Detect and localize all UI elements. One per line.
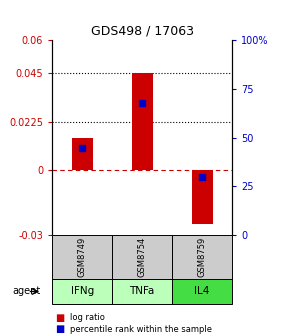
Text: log ratio: log ratio <box>70 313 104 322</box>
Text: ■: ■ <box>55 312 64 323</box>
Text: GSM8759: GSM8759 <box>197 237 206 277</box>
Bar <box>192 170 213 224</box>
Text: ■: ■ <box>55 324 64 334</box>
Text: percentile rank within the sample: percentile rank within the sample <box>70 325 212 334</box>
Text: GSM8749: GSM8749 <box>78 237 87 277</box>
Text: IFNg: IFNg <box>70 287 94 296</box>
Text: TNFa: TNFa <box>129 287 155 296</box>
Text: agent: agent <box>12 287 41 296</box>
Bar <box>132 73 153 170</box>
Title: GDS498 / 17063: GDS498 / 17063 <box>90 25 194 38</box>
Text: GSM8754: GSM8754 <box>137 237 147 277</box>
Bar <box>72 138 93 170</box>
Text: IL4: IL4 <box>194 287 210 296</box>
